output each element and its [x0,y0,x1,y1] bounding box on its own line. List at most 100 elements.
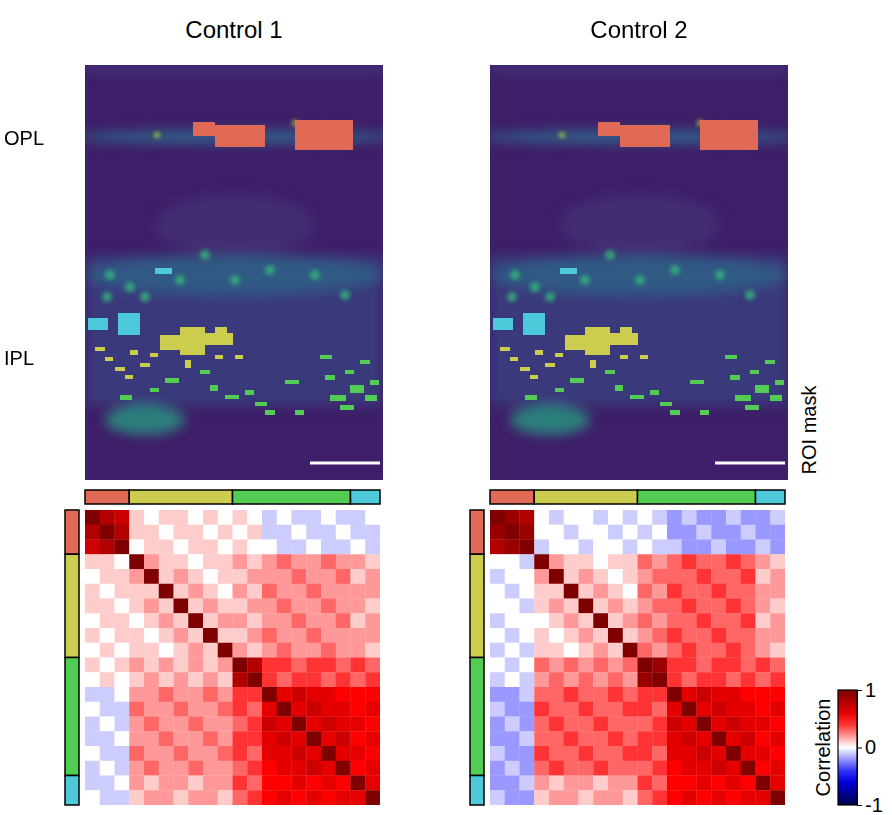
colorbar-tick-label: 1 [865,679,876,701]
heatmap-cell [549,628,564,643]
heatmap-cell [129,702,144,717]
heatmap-cell [490,790,505,805]
microscopy-image [85,65,383,480]
heatmap-cell [85,776,100,791]
heatmap-cell [321,643,336,658]
heatmap-cell [351,717,366,732]
image-spot [635,275,645,285]
heatmap-cell [505,554,520,569]
heatmap-cell [726,510,741,525]
heatmap-cell [100,525,115,540]
heatmap-cell [203,628,218,643]
image-spot [545,292,555,302]
heatmap-cell [520,746,535,761]
group-bar-left [470,658,484,776]
heatmap-cell [534,643,549,658]
heatmap-cell [697,702,712,717]
heatmap-cell [520,790,535,805]
heatmap-cell [203,658,218,673]
heatmap-cell [85,540,100,555]
heatmap-cell [203,790,218,805]
heatmap-cell [262,554,277,569]
heatmap-cell [549,776,564,791]
heatmap-cell [505,658,520,673]
heatmap-cell [534,599,549,614]
heatmap-cell [505,790,520,805]
heatmap-cell [351,540,366,555]
heatmap-cell [336,540,351,555]
heatmap-cell [726,643,741,658]
heatmap-cell [579,510,594,525]
heatmap-cell [247,687,262,702]
heatmap-cell [652,584,667,599]
heatmap-cell [549,672,564,687]
heatmap-cell [292,613,307,628]
roi [265,410,275,415]
heatmap-cell [623,746,638,761]
image-label: ROI mask [798,385,820,475]
heatmap-cell [534,702,549,717]
image-blob [85,67,383,72]
heatmap-cell [306,702,321,717]
heatmap-cell [608,628,623,643]
colorbar-label: Correlation [812,699,834,797]
heatmap-cell [579,643,594,658]
heatmap-cell [321,746,336,761]
group-bar-top [638,490,756,504]
heatmap-cell [564,569,579,584]
group-bar-left [65,554,79,657]
heatmap-cell [593,599,608,614]
heatmap-cell [174,569,189,584]
heatmap-cell [608,658,623,673]
heatmap-cell [233,776,248,791]
heatmap-cell [277,584,292,599]
heatmap-cell [129,540,144,555]
heatmap-cell [336,687,351,702]
heatmap-cell [756,761,771,776]
heatmap-cell [218,599,233,614]
heatmap-cell [741,613,756,628]
heatmap-cell [638,731,653,746]
heatmap-cell [321,658,336,673]
heatmap-cell [652,672,667,687]
heatmap-cell [520,658,535,673]
heatmap-cell [144,702,159,717]
colorbar-tick-label: -1 [865,794,883,815]
heatmap-cell [100,628,115,643]
heatmap-cell [652,554,667,569]
roi-mask [193,120,353,150]
heatmap-cell [608,569,623,584]
image-spot [154,132,160,138]
image-spot [310,270,320,280]
roi [255,402,267,406]
heatmap-cell [638,510,653,525]
roi [735,395,751,401]
heatmap-cell [756,643,771,658]
heatmap-cell [770,776,785,791]
roi [500,347,510,351]
heatmap-cell [129,584,144,599]
heatmap-cell [756,613,771,628]
heatmap-cell [756,702,771,717]
heatmap-cell [593,510,608,525]
heatmap-cell [247,628,262,643]
roi [615,385,623,391]
heatmap-cell [277,731,292,746]
heatmap-cell [144,790,159,805]
heatmap-cell [490,658,505,673]
heatmap-cell [306,569,321,584]
heatmap-cell [490,731,505,746]
heatmap-cell [218,540,233,555]
heatmap-cell [564,672,579,687]
heatmap-cell [277,746,292,761]
heatmap-cell [262,613,277,628]
heatmap-cell [711,717,726,732]
heatmap-cell [159,702,174,717]
roi [215,327,227,335]
roi [88,318,108,330]
heatmap-cell [726,702,741,717]
heatmap-cell [682,584,697,599]
heatmap-cell [652,540,667,555]
heatmap-cell [174,584,189,599]
heatmap-cell [520,672,535,687]
